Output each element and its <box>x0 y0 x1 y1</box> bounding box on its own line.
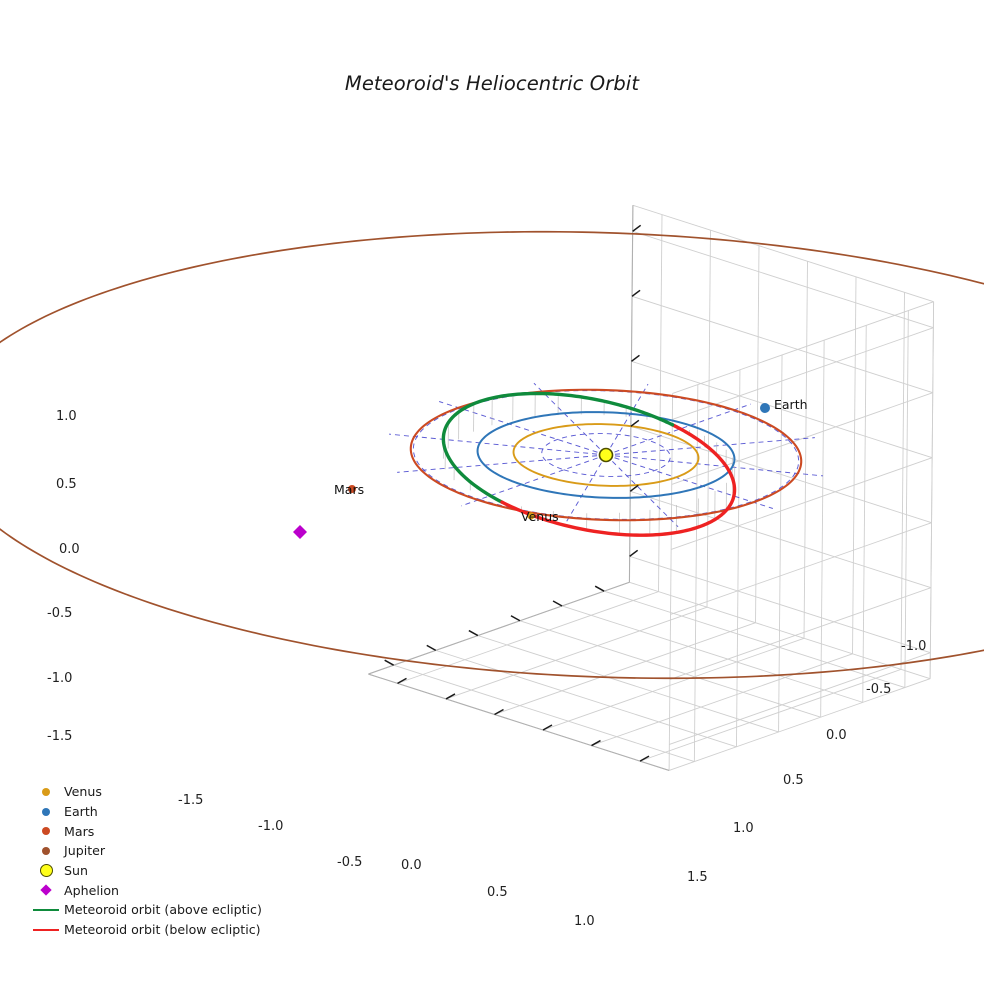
mars-marker <box>348 485 356 493</box>
legend-item-label: Jupiter <box>64 843 106 859</box>
red-line-icon <box>28 928 64 931</box>
left-vertical-axis-tick-4: -1.0 <box>47 671 73 686</box>
sun-marker <box>598 447 614 463</box>
legend-item-jupiter[interactable]: Jupiter <box>28 841 296 861</box>
legend: Venus Earth Mars Jupiter Sun Aphelion Meteoroi… <box>28 782 296 940</box>
legend-item-label: Earth <box>64 804 98 820</box>
left-vertical-axis-tick-1: 0.5 <box>56 477 77 492</box>
legend-item-meteoroid-orbit-above-ecliptic[interactable]: Meteoroid orbit (above ecliptic) <box>28 900 296 920</box>
right-axis-tick-4: 1.0 <box>733 821 754 836</box>
venus-dot-icon <box>28 787 64 796</box>
left-vertical-axis-tick-5: -1.5 <box>47 729 73 744</box>
legend-item-label: Sun <box>64 863 88 879</box>
axes-panes <box>368 204 935 771</box>
orbit-drop-lines <box>442 393 736 536</box>
legend-item-label: Aphelion <box>64 882 120 898</box>
right-axis-tick-5: 1.5 <box>687 870 708 885</box>
legend-item-aphelion[interactable]: Aphelion <box>28 880 296 900</box>
body-markers <box>293 403 770 539</box>
earth-dot-icon <box>28 807 64 816</box>
bottom-left-axis-tick-4: 0.5 <box>487 885 508 900</box>
venus-label: Venus <box>521 509 559 524</box>
mars-dot-icon <box>28 827 64 836</box>
axis-tick-marks <box>384 224 650 762</box>
bottom-left-axis-tick-3: 0.0 <box>401 858 422 873</box>
sun-dot-icon <box>28 864 64 878</box>
legend-item-label: Venus <box>64 784 102 800</box>
left-vertical-axis-tick-0: 1.0 <box>56 409 77 424</box>
right-axis-tick-1: -0.5 <box>866 682 892 697</box>
earth-label: Earth <box>774 397 808 412</box>
legend-item-label: Meteoroid orbit (below ecliptic) <box>64 922 261 938</box>
legend-item-label: Mars <box>64 823 95 839</box>
right-axis-tick-0: -1.0 <box>901 639 927 654</box>
bottom-left-axis-tick-1: -1.0 <box>258 819 284 834</box>
jupiter-orbit <box>0 230 984 680</box>
earth-marker <box>760 403 770 413</box>
aphelion-marker <box>293 525 307 539</box>
legend-item-earth[interactable]: Earth <box>28 802 296 822</box>
bottom-left-axis-tick-2: -0.5 <box>337 855 363 870</box>
legend-item-label: Meteoroid orbit (above ecliptic) <box>64 902 262 918</box>
legend-item-meteoroid-orbit-below-ecliptic[interactable]: Meteoroid orbit (below ecliptic) <box>28 920 296 940</box>
left-vertical-axis-tick-2: 0.0 <box>59 542 80 557</box>
planet-orbits <box>409 388 803 522</box>
left-vertical-axis-tick-3: -0.5 <box>47 606 73 621</box>
meteoroid-orbit <box>441 391 737 537</box>
green-line-icon <box>28 908 64 911</box>
jupiter-dot-icon <box>28 846 64 855</box>
legend-item-venus[interactable]: Venus <box>28 782 296 802</box>
venus-marker <box>527 512 535 520</box>
page-title: Meteoroid's Heliocentric Orbit <box>344 72 640 95</box>
aphelion-diamond-icon <box>28 884 64 896</box>
mars-label: Mars <box>334 482 365 497</box>
bottom-left-axis-tick-0: -1.5 <box>178 793 204 808</box>
right-axis-tick-3: 0.5 <box>783 773 804 788</box>
legend-item-sun[interactable]: Sun <box>28 861 296 881</box>
right-axis-tick-2: 0.0 <box>826 728 847 743</box>
bottom-left-axis-tick-5: 1.0 <box>574 914 595 929</box>
legend-item-mars[interactable]: Mars <box>28 821 296 841</box>
